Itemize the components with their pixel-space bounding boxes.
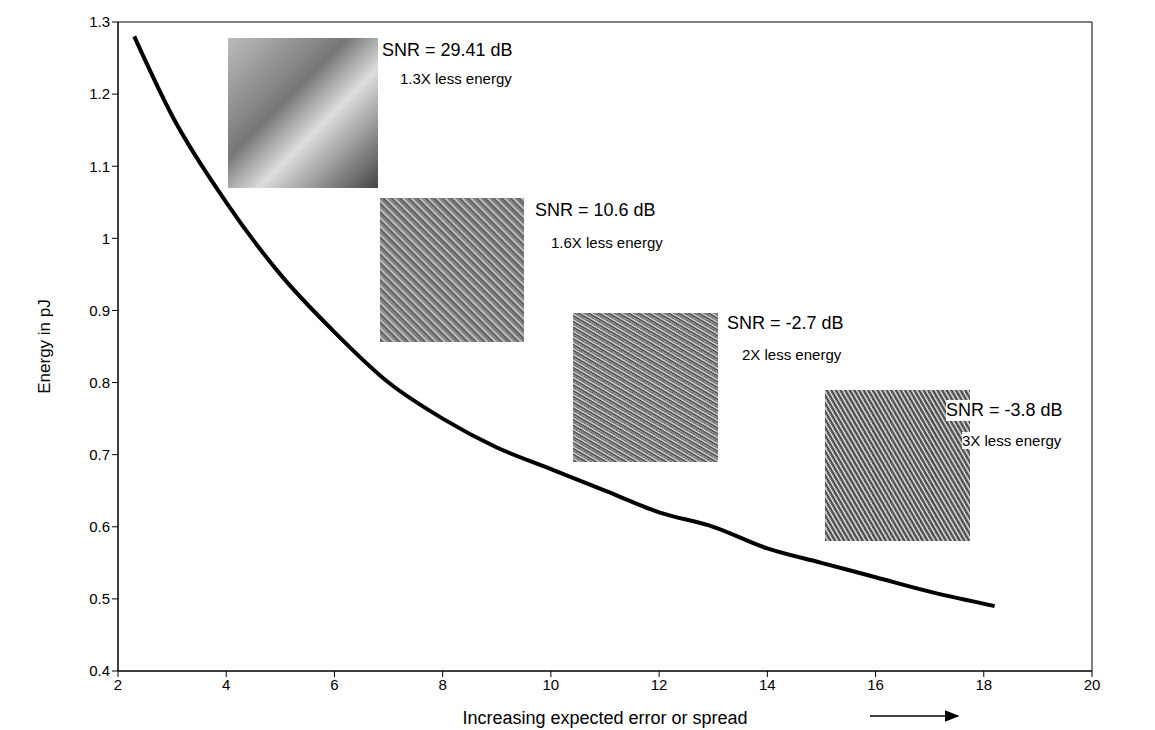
svg-text:6: 6 xyxy=(330,676,338,693)
svg-text:8: 8 xyxy=(438,676,446,693)
svg-text:2: 2 xyxy=(114,676,122,693)
html-text:1.6X less energy: 1.6X less energy xyxy=(551,234,663,251)
svg-text:1.2: 1.2 xyxy=(89,85,110,102)
svg-text:Energy in pJ: Energy in pJ xyxy=(35,299,54,394)
svg-text:4: 4 xyxy=(222,676,230,693)
svg-text:1: 1 xyxy=(102,230,110,247)
svg-text:0.6: 0.6 xyxy=(89,518,110,535)
svg-text:1.1: 1.1 xyxy=(89,158,110,175)
html-text:SNR = 10.6 dB: SNR = 10.6 dB xyxy=(535,200,656,220)
html-text:1.3X less energy: 1.3X less energy xyxy=(400,70,512,87)
svg-text:0.8: 0.8 xyxy=(89,374,110,391)
svg-text:16: 16 xyxy=(867,676,884,693)
html-text:2X less energy: 2X less energy xyxy=(742,346,842,363)
svg-text:14: 14 xyxy=(759,676,776,693)
svg-text:20: 20 xyxy=(1084,676,1101,693)
html-text:SNR = -2.7 dB: SNR = -2.7 dB xyxy=(727,313,844,333)
svg-text:0.4: 0.4 xyxy=(89,662,110,679)
svg-text:0.7: 0.7 xyxy=(89,446,110,463)
svg-text:0.9: 0.9 xyxy=(89,302,110,319)
html-text:SNR = -3.8 dB: SNR = -3.8 dB xyxy=(946,400,1063,420)
svg-text:12: 12 xyxy=(651,676,668,693)
svg-text:1.3: 1.3 xyxy=(89,13,110,30)
svg-text:10: 10 xyxy=(543,676,560,693)
svg-text:Increasing expected error or s: Increasing expected error or spread xyxy=(462,708,747,728)
svg-text:18: 18 xyxy=(975,676,992,693)
html-text:3X less energy: 3X less energy xyxy=(962,432,1062,449)
svg-text:0.5: 0.5 xyxy=(89,590,110,607)
html-text:SNR = 29.41 dB: SNR = 29.41 dB xyxy=(382,40,513,60)
